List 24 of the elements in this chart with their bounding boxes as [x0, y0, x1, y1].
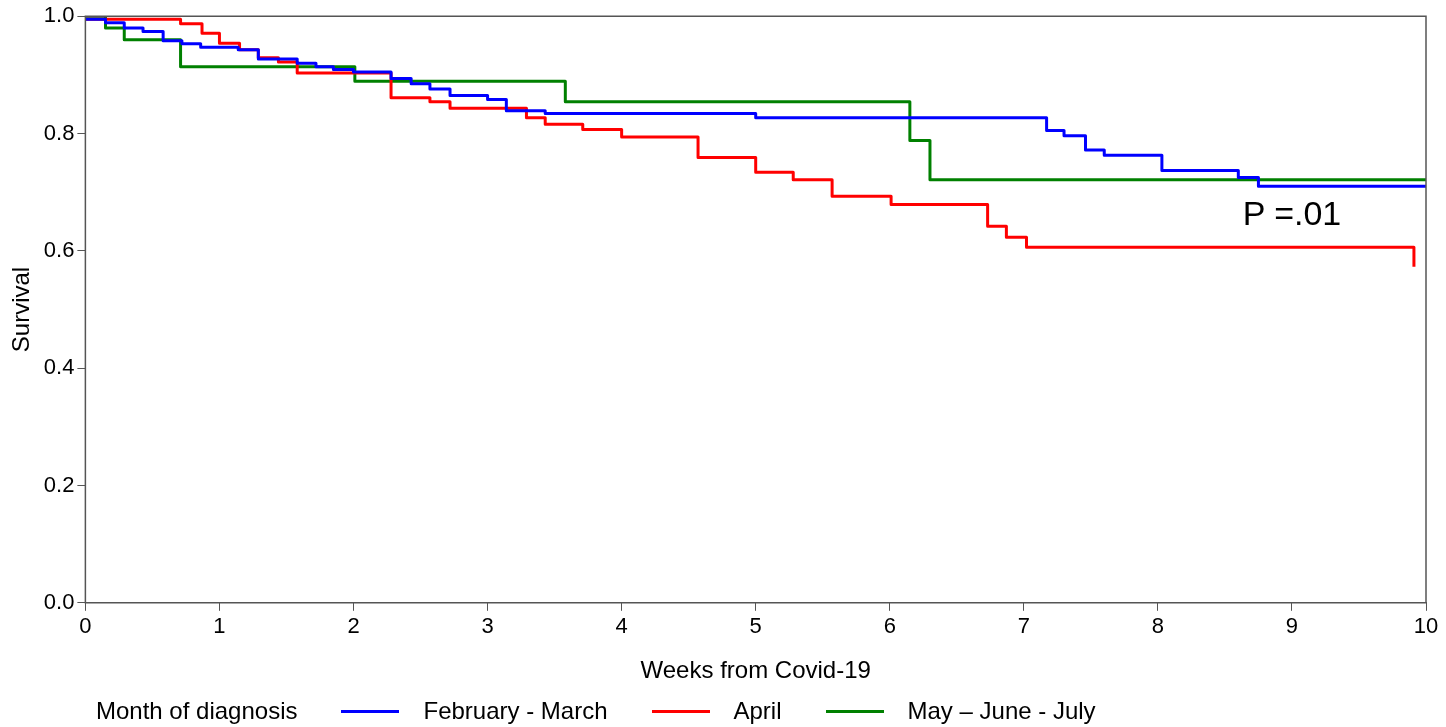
y-tick-label: 0.8 [43, 119, 75, 145]
y-tick-label: 0.6 [43, 236, 75, 262]
x-tick-label: 9 [1285, 613, 1299, 639]
x-tick-label: 10 [1413, 613, 1439, 639]
y-tick-label: 0.2 [43, 471, 75, 497]
x-tick-label: 8 [1151, 613, 1164, 639]
annotation: P =.01 [1242, 194, 1342, 233]
x-tick-label: 1 [213, 613, 226, 639]
legend-label: February - March [423, 697, 608, 725]
x-axis-title: Weeks from Covid-19 [640, 656, 871, 684]
x-tick-label: 3 [481, 613, 494, 639]
y-tick-label: 0.0 [43, 588, 75, 614]
x-tick-label: 5 [749, 613, 762, 639]
legend-title: Month of diagnosis [96, 697, 298, 725]
y-tick-label: 1.0 [43, 2, 75, 28]
legend-label: May – June - July [907, 697, 1096, 725]
x-tick-label: 2 [347, 613, 360, 639]
x-tick-label: 4 [615, 613, 628, 639]
x-tick-label: 6 [883, 613, 896, 639]
y-tick-label: 0.4 [43, 354, 75, 380]
legend-label: April [733, 697, 782, 725]
x-tick-label: 0 [79, 613, 92, 639]
y-axis-title: Survival [7, 266, 35, 353]
x-tick-label: 7 [1017, 613, 1030, 639]
